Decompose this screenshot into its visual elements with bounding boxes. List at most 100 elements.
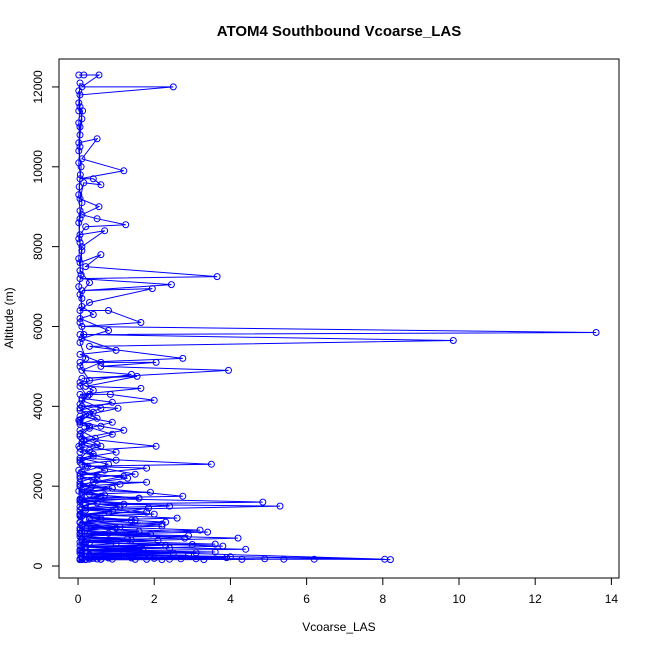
data-point (86, 376, 93, 384)
data-point (78, 538, 86, 546)
data-point (76, 331, 84, 338)
data-point (86, 279, 93, 287)
y-tick-label: 0 (31, 562, 45, 569)
data-point (135, 527, 143, 535)
data-point (75, 87, 83, 95)
y-axis-label: Altitude (m) (2, 287, 16, 348)
data-point (75, 147, 83, 155)
data-point (120, 500, 128, 508)
data-point (179, 492, 187, 500)
data-point (162, 518, 170, 526)
data-point (127, 516, 135, 524)
data-point (95, 203, 103, 211)
data-point (108, 418, 116, 426)
data-point (152, 358, 160, 366)
data-point (449, 337, 457, 344)
data-point (148, 285, 156, 293)
data-point (234, 534, 242, 542)
data-point (76, 350, 84, 358)
data-point (167, 281, 175, 289)
data-point (131, 516, 139, 524)
data-point (76, 319, 84, 326)
data-point (76, 478, 84, 486)
plot-marks (75, 71, 600, 564)
data-point (101, 227, 109, 235)
data-point (77, 163, 85, 171)
data-point (93, 476, 101, 484)
data-point (105, 327, 112, 334)
data-point (89, 386, 97, 394)
data-point (97, 515, 105, 523)
data-point (80, 331, 88, 338)
data-point (166, 502, 173, 510)
data-point (114, 404, 122, 412)
data-point (76, 79, 84, 87)
data-point (112, 448, 120, 456)
data-point (135, 544, 143, 552)
data-point (124, 535, 132, 543)
data-point (82, 354, 90, 362)
data-point (158, 520, 166, 528)
data-point (146, 488, 154, 496)
data-point (108, 430, 116, 438)
data-point (137, 384, 145, 392)
data-point (80, 179, 88, 187)
data-point (101, 466, 109, 474)
data-point (173, 514, 181, 522)
data-point (93, 472, 101, 480)
data-point (76, 171, 84, 179)
data-point (75, 119, 83, 127)
data-point (76, 542, 84, 550)
data-point (78, 546, 86, 554)
data-point (137, 319, 145, 326)
x-axis-label: Vcoarse_LAS (302, 620, 375, 634)
data-point (166, 555, 173, 563)
x-tick-label: 14 (605, 592, 619, 606)
data-point (124, 474, 132, 482)
data-point (97, 181, 105, 189)
data-point (93, 135, 101, 143)
x-tick-label: 12 (529, 592, 543, 606)
data-point (76, 239, 84, 247)
data-point (89, 175, 97, 183)
data-point (225, 366, 232, 374)
data-point (166, 544, 173, 552)
data-point (143, 508, 151, 516)
data-point (78, 374, 86, 382)
data-point (127, 370, 135, 378)
data-point (120, 472, 128, 480)
data-point (75, 487, 83, 495)
data-point (143, 464, 151, 472)
data-point (76, 480, 84, 488)
data-point (146, 551, 154, 559)
data-point (82, 506, 90, 514)
data-point (80, 71, 88, 79)
data-point (76, 362, 84, 370)
data-point (592, 329, 600, 336)
data-point (112, 346, 120, 354)
data-point (386, 556, 394, 564)
data-point (259, 498, 267, 506)
data-point (150, 396, 158, 404)
data-point (75, 107, 83, 115)
data-point (116, 523, 124, 531)
data-point (120, 426, 128, 434)
y-tick-label: 2000 (31, 473, 45, 500)
data-point (76, 382, 84, 390)
data-point (76, 470, 84, 478)
data-point (76, 511, 84, 519)
data-point (127, 554, 135, 562)
data-point (97, 358, 105, 366)
data-point (76, 103, 84, 111)
data-point (76, 207, 84, 215)
data-point (135, 494, 143, 502)
data-point (76, 454, 84, 462)
data-point (169, 549, 177, 557)
data-point (82, 462, 90, 470)
data-point (75, 159, 83, 167)
y-tick-label: 4000 (31, 393, 45, 420)
data-point (158, 522, 166, 530)
data-point (75, 191, 83, 199)
data-point (75, 283, 83, 291)
